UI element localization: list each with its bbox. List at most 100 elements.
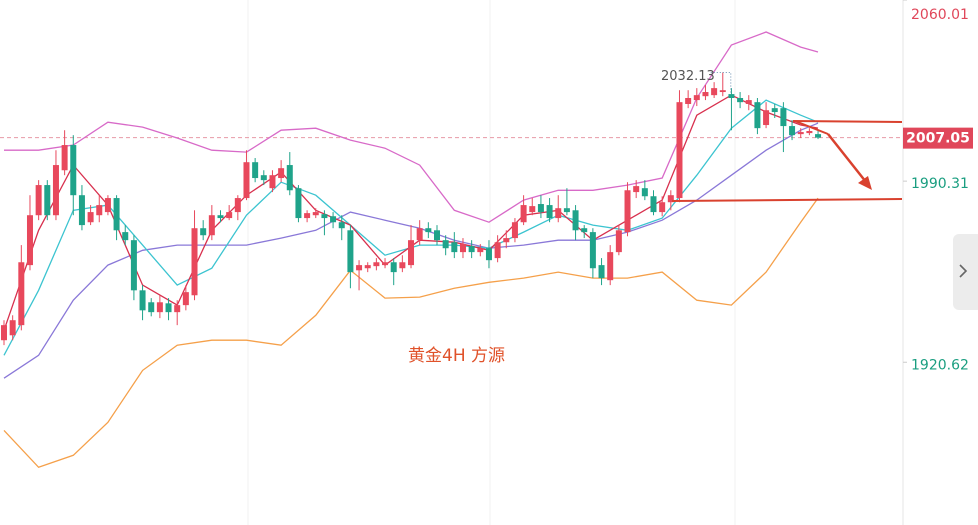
candle-body	[390, 262, 397, 273]
candle-body	[685, 98, 692, 104]
candle-body	[633, 186, 640, 193]
candle-body	[18, 262, 25, 326]
candle-body	[425, 228, 432, 233]
arrow-shaft	[827, 133, 867, 183]
candle-body	[373, 262, 380, 267]
candle-body	[208, 215, 215, 236]
candle-body	[70, 145, 77, 196]
candle-body	[217, 215, 224, 219]
candle-body	[780, 108, 787, 127]
candle-body	[477, 248, 484, 253]
candle-body	[719, 90, 726, 93]
candle-body	[113, 198, 120, 231]
candle-body	[226, 212, 233, 219]
candle-body	[61, 145, 68, 171]
candle-body	[156, 302, 163, 313]
y-tick-label: 1920.62	[911, 357, 969, 373]
candle-body	[581, 228, 588, 233]
candle-body	[87, 212, 94, 223]
candle-body	[356, 265, 363, 271]
candle-body	[693, 95, 700, 101]
high-label: 2032.13	[661, 69, 715, 84]
support-line	[671, 198, 903, 202]
candle-body	[771, 108, 778, 113]
candle-body	[572, 210, 579, 231]
candle-body	[347, 230, 354, 273]
candle-body	[650, 196, 657, 213]
candle-body	[252, 162, 259, 179]
candle-body	[130, 240, 137, 291]
candle-body	[408, 240, 415, 266]
candle-body	[139, 290, 146, 311]
candle-body	[754, 102, 761, 129]
candle-body	[745, 100, 752, 104]
candle-body	[537, 204, 544, 213]
candle-body	[459, 244, 466, 253]
candle-body	[269, 175, 276, 189]
candle-body	[607, 252, 614, 281]
candle-body	[711, 88, 718, 96]
candle-body	[520, 205, 527, 223]
candle-body	[26, 215, 33, 266]
candle-body	[468, 246, 475, 253]
candle-body	[321, 214, 328, 219]
candle-body	[416, 228, 423, 241]
candle-body	[304, 213, 311, 219]
candle-body	[789, 126, 796, 136]
candle-body	[737, 98, 744, 103]
candle-body	[278, 168, 285, 179]
indicator-line	[3, 197, 819, 469]
candle-body	[165, 303, 172, 313]
watermark: 黄金4H 方源	[408, 346, 505, 366]
candle-body	[200, 228, 207, 236]
candle-body	[260, 175, 267, 181]
candle-body	[122, 232, 129, 241]
candle-body	[96, 205, 103, 216]
candle-body	[174, 305, 181, 313]
candle-body	[598, 265, 605, 279]
candle-body	[312, 212, 319, 216]
candle-body	[728, 94, 735, 99]
candle-body	[702, 92, 709, 97]
candle-body	[191, 228, 198, 296]
candle-body	[503, 238, 510, 243]
high-bracket	[710, 71, 732, 93]
candle-body	[494, 242, 501, 259]
candle-body	[35, 185, 42, 216]
candle-body	[44, 185, 51, 216]
scroll-button[interactable]	[953, 234, 978, 310]
candle-body	[330, 216, 337, 223]
candle-body	[442, 240, 449, 249]
candle-body	[546, 205, 553, 219]
candle-body	[485, 248, 492, 261]
candle-body	[104, 198, 111, 213]
trend-segment	[794, 120, 829, 135]
chevron-icon	[959, 264, 968, 278]
plot-area	[0, 31, 903, 469]
candle-body	[667, 195, 674, 203]
candle-body	[763, 110, 770, 126]
candle-body	[563, 208, 570, 213]
resistance-line	[792, 120, 903, 123]
last-price-label: 2007.05	[906, 131, 970, 147]
candle-body	[364, 265, 371, 269]
y-tick-label: 1990.31	[911, 176, 969, 192]
candle-body	[243, 162, 250, 199]
candle-body	[52, 165, 59, 216]
candle-body	[815, 134, 822, 138]
drawn-trendlines	[671, 120, 903, 202]
candle-body	[529, 206, 536, 213]
candle-body	[511, 222, 518, 239]
candle-body	[589, 232, 596, 269]
candle-body	[399, 262, 406, 269]
candle-body	[78, 195, 85, 226]
candle-body	[615, 230, 622, 253]
candle-body	[624, 190, 631, 233]
y-tick-label: 2060.01	[911, 7, 969, 23]
candle-body	[148, 302, 155, 313]
candle-body	[286, 165, 293, 191]
arrow-head	[858, 176, 872, 190]
candle-body	[9, 320, 16, 336]
candle-body	[806, 131, 813, 134]
